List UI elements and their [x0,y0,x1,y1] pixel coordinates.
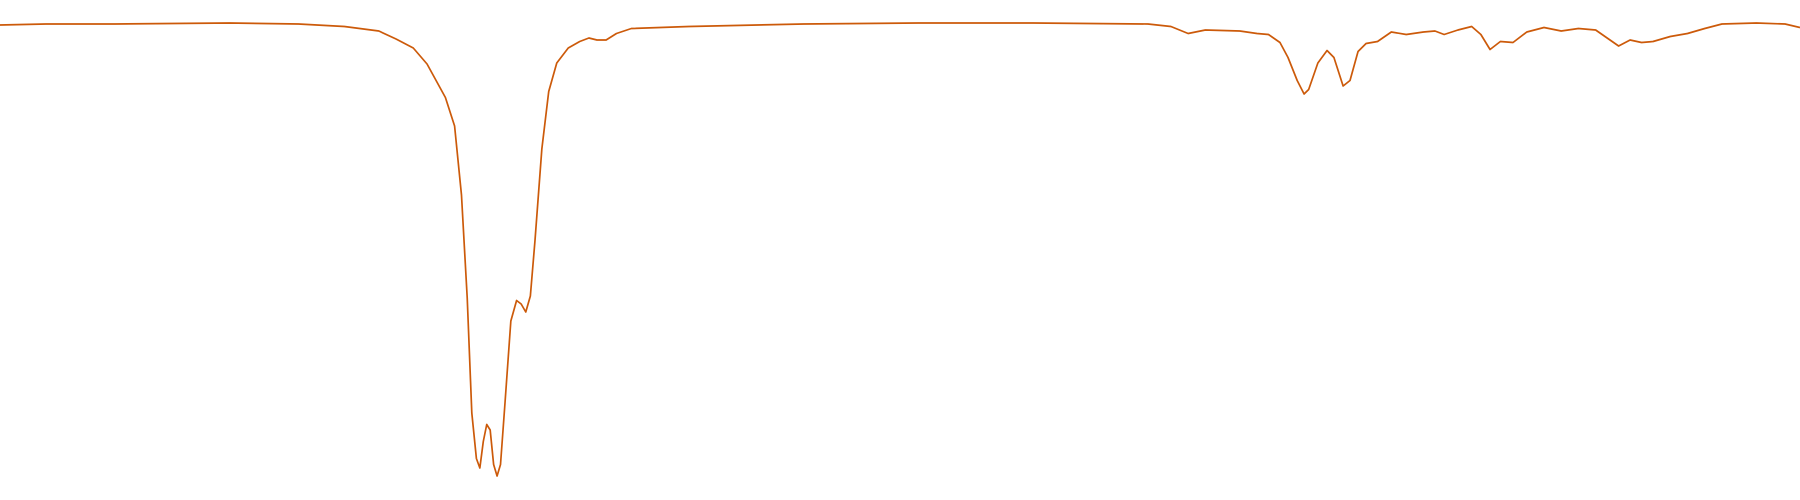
data-line [0,22,1800,477]
